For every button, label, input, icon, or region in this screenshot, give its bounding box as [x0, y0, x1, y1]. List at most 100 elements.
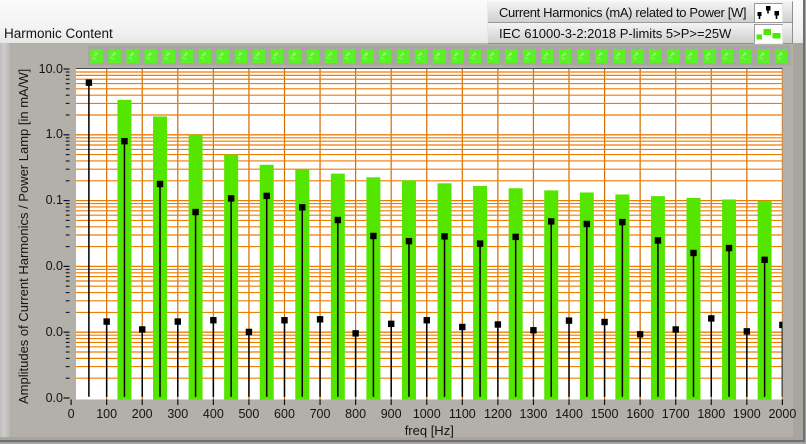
series-current-harmonics-stems [85, 79, 783, 397]
stem-marker [565, 317, 573, 324]
harmonic-pass-indicator[interactable] [612, 49, 626, 63]
stem-plot-icon[interactable] [754, 3, 783, 23]
harmonic-pass-indicator[interactable] [378, 49, 392, 63]
y-axis-title: Amplitudes of Current Harmonics / Power … [16, 68, 31, 404]
harmonic-pass-indicator[interactable] [775, 49, 788, 63]
harmonic-pass-indicator[interactable] [757, 49, 770, 63]
stem-marker [619, 218, 626, 226]
stem-marker [352, 330, 359, 337]
x-tick-label: 600 [274, 407, 295, 421]
stem-marker [725, 244, 733, 252]
bar-plot-icon[interactable] [754, 24, 783, 44]
x-tick-label: 0 [67, 407, 75, 421]
panel-right-bevel [803, 0, 805, 444]
harmonic-pass-indicator[interactable] [396, 49, 410, 63]
stem-marker [227, 195, 235, 202]
harmonic-pass-indicator[interactable] [180, 49, 194, 63]
stem-marker [316, 316, 324, 323]
harmonic-pass-indicator[interactable] [522, 49, 536, 63]
stem-marker [139, 326, 146, 333]
harmonic-pass-indicator[interactable] [703, 49, 716, 63]
harmonic-pass-indicator[interactable] [631, 49, 644, 63]
stem-marker [672, 326, 679, 333]
x-tick-label: 100 [96, 407, 118, 421]
harmonic-pass-indicator[interactable] [360, 49, 374, 63]
harmonic-pass-indicator[interactable] [486, 49, 500, 63]
legend-label: IEC 61000-3-2:2018 P-limits 5>P>=25W [499, 26, 732, 41]
stem-marker [281, 317, 288, 324]
harmonic-pass-indicator[interactable] [342, 49, 356, 63]
stem-marker [743, 328, 751, 335]
stem-marker [512, 233, 519, 241]
harmonic-pass-indicator[interactable] [468, 49, 482, 63]
harmonic-pass-indicator[interactable] [144, 49, 157, 63]
legend-item-iec-limits[interactable]: IEC 61000-3-2:2018 P-limits 5>P>=25W [488, 23, 792, 44]
x-axis-ticks [70, 399, 784, 405]
x-tick-label: 2000 [768, 407, 797, 421]
plot-content [76, 68, 783, 400]
x-tick-label: 1000 [412, 407, 441, 421]
stem-marker [174, 318, 181, 325]
stem-marker [121, 137, 128, 145]
stem-marker [423, 317, 430, 324]
harmonic-pass-indicator[interactable] [216, 49, 230, 63]
harmonic-pass-indicator[interactable] [504, 49, 518, 63]
x-tick-label: 800 [345, 407, 367, 421]
harmonic-pass-indicator[interactable] [162, 49, 175, 63]
legend-label: Current Harmonics (mA) related to Power … [499, 5, 747, 20]
harmonic-pass-indicator[interactable] [288, 49, 302, 63]
plot-area [76, 68, 783, 400]
harmonic-pass-indicator[interactable] [270, 49, 284, 63]
stem-marker [459, 323, 466, 331]
x-tick-label: 1900 [732, 407, 761, 421]
harmonic-pass-indicator[interactable] [576, 49, 590, 63]
stem-marker [263, 192, 270, 200]
stem-marker [245, 328, 253, 336]
x-tick-label: 1600 [626, 407, 655, 421]
x-tick-label: 1700 [661, 407, 690, 421]
harmonic-pass-indicator[interactable] [306, 49, 320, 63]
harmonic-pass-indicator[interactable] [126, 49, 139, 63]
stem-marker [761, 256, 768, 263]
stem-marker [156, 180, 164, 188]
harmonic-pass-indicator[interactable] [252, 49, 266, 63]
y-axis-ticks [63, 68, 70, 399]
x-tick-label: 1100 [448, 407, 476, 421]
harmonic-pass-indicator[interactable] [450, 49, 464, 63]
stem-marker [210, 317, 217, 324]
harmonic-pass-indicator[interactable] [558, 49, 572, 63]
harmonic-pass-indicator[interactable] [540, 49, 554, 63]
x-tick-label: 500 [238, 407, 260, 421]
legend-item-current-harmonics[interactable]: Current Harmonics (mA) related to Power … [488, 2, 792, 23]
stem-marker [405, 237, 413, 245]
x-tick-label: 400 [202, 407, 224, 421]
stem-marker [387, 320, 395, 328]
harmonic-pass-indicator[interactable] [198, 49, 212, 63]
harmonic-pass-indicator[interactable] [739, 49, 752, 63]
x-tick-label: 1300 [519, 407, 548, 421]
harmonic-pass-indicator[interactable] [90, 49, 103, 63]
stem-marker [334, 216, 342, 224]
x-tick-label: 1800 [697, 407, 726, 421]
harmonic-pass-indicator[interactable] [414, 49, 428, 63]
stem-marker [192, 208, 199, 216]
harmonic-pass-indicator[interactable] [685, 49, 698, 63]
x-tick-label: 200 [131, 407, 153, 421]
graph-title: Harmonic Content [4, 26, 113, 41]
y-tick-label: 0.0 [45, 390, 63, 405]
x-tick-label: 1500 [590, 407, 619, 421]
harmonic-pass-indicator[interactable] [594, 49, 608, 63]
harmonic-pass-indicator[interactable] [108, 49, 121, 63]
stem-marker [636, 331, 644, 338]
stem-marker [370, 232, 377, 240]
harmonic-pass-indicator[interactable] [432, 49, 446, 63]
harmonic-pass-indicator[interactable] [324, 49, 338, 63]
harmonic-pass-indicator[interactable] [649, 49, 662, 63]
panel-bottom-shade [0, 437, 806, 440]
harmonic-pass-indicator[interactable] [234, 49, 248, 63]
stem-marker [103, 318, 110, 325]
harmonic-pass-indicator[interactable] [667, 49, 680, 63]
harmonic-pass-indicator[interactable] [721, 49, 734, 63]
